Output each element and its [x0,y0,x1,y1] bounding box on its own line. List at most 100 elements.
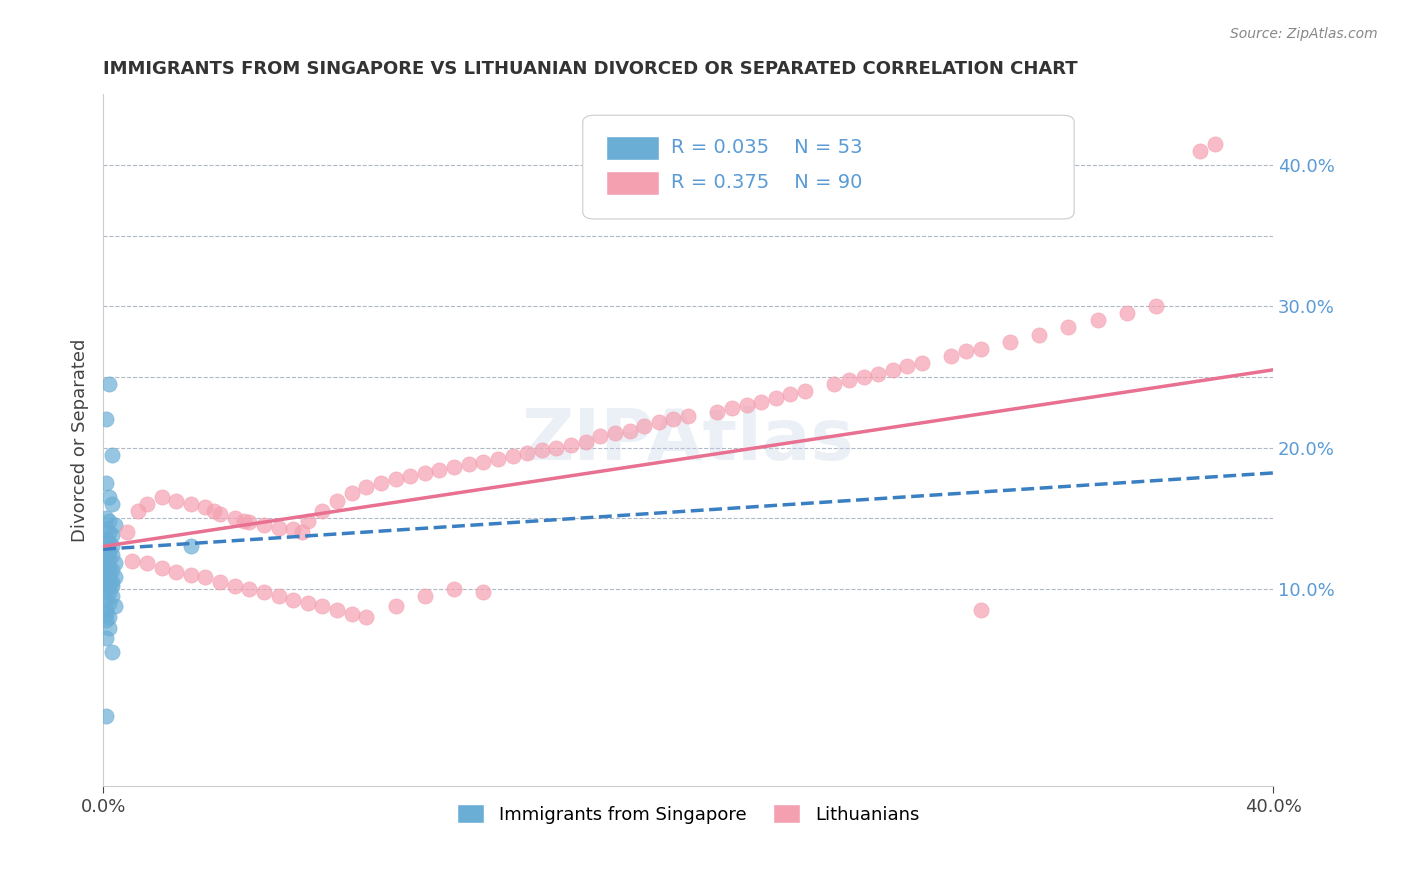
Point [633,419,655,434]
Point [311,599,333,613]
Point [180,497,202,511]
Point [94,572,117,586]
Point [165,494,187,508]
Point [794,384,817,398]
Point [98,596,121,610]
Point [224,511,246,525]
Point [998,334,1021,349]
Point [238,582,260,596]
Point [429,463,451,477]
Point [94,533,117,547]
Point [104,518,127,533]
Point [101,540,124,554]
Point [340,485,363,500]
Point [94,559,117,574]
Point [150,560,173,574]
Point [101,528,124,542]
Point [619,424,641,438]
Point [370,475,392,490]
Point [98,525,121,540]
Point [735,398,758,412]
Point [648,415,671,429]
Point [94,550,117,565]
Point [253,518,276,533]
Point [194,570,217,584]
Point [202,504,225,518]
Point [1115,306,1137,320]
Point [457,458,479,472]
Point [98,584,121,599]
Point [136,557,159,571]
Text: R = 0.375    N = 90: R = 0.375 N = 90 [671,173,862,192]
Point [291,525,314,540]
Point [384,599,406,613]
Point [1188,144,1211,158]
Point [706,405,728,419]
Point [115,525,138,540]
Point [98,577,121,591]
Point [969,603,991,617]
Point [326,494,349,508]
Point [1087,313,1109,327]
Point [356,480,378,494]
Point [94,412,117,426]
Point [104,599,127,613]
Point [194,500,217,514]
Point [94,603,117,617]
Point [882,363,904,377]
Point [969,342,991,356]
Point [165,565,187,579]
Point [94,565,117,579]
Point [326,603,349,617]
Point [267,521,290,535]
Point [101,448,124,462]
Point [209,507,232,521]
Point [98,535,121,549]
Point [94,591,117,606]
Point [101,645,124,659]
Point [1144,299,1167,313]
Point [472,584,495,599]
Point [94,511,117,525]
Point [721,401,744,415]
Point [104,557,127,571]
Point [283,593,305,607]
Text: IMMIGRANTS FROM SINGAPORE VS LITHUANIAN DIVORCED OR SEPARATED CORRELATION CHART: IMMIGRANTS FROM SINGAPORE VS LITHUANIAN … [103,60,1078,78]
Point [127,504,149,518]
Point [516,446,538,460]
Point [779,387,801,401]
Point [94,582,117,596]
Point [955,344,977,359]
Point [838,373,860,387]
Point [98,565,121,579]
Point [603,426,626,441]
Point [101,574,124,589]
Point [94,631,117,645]
Point [94,576,117,591]
Point [911,356,934,370]
Point [94,562,117,576]
Point [121,553,143,567]
Point [297,514,319,528]
Point [94,545,117,559]
Point [98,574,121,588]
Point [941,349,963,363]
Point [180,567,202,582]
Text: R = 0.035    N = 53: R = 0.035 N = 53 [671,138,862,157]
Point [101,497,124,511]
Point [676,409,699,424]
Point [896,359,918,373]
Point [546,441,568,455]
Point [180,540,202,554]
Point [267,589,290,603]
Point [98,546,121,560]
Point [94,475,117,490]
Point [101,589,124,603]
Point [98,610,121,624]
Point [765,391,787,405]
FancyBboxPatch shape [606,170,659,194]
Point [101,563,124,577]
Point [662,412,685,426]
Point [253,584,276,599]
Point [94,577,117,591]
